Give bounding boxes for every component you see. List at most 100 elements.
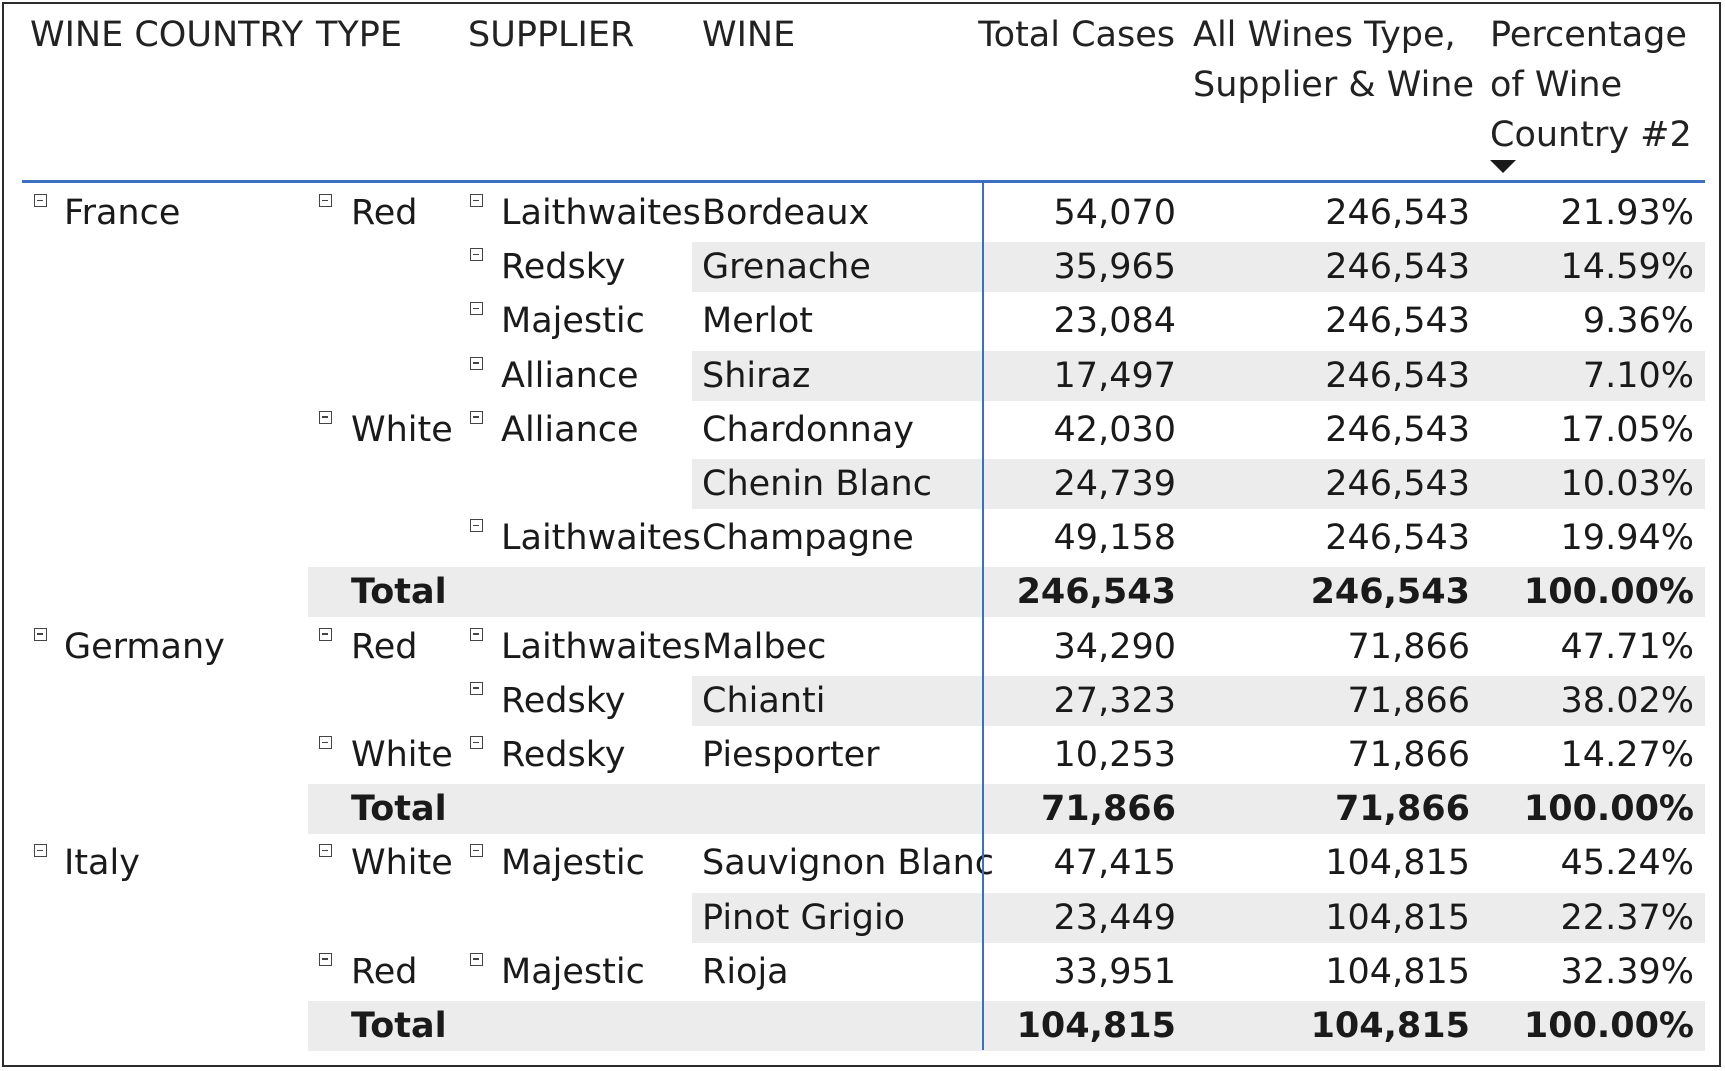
- header-percentage-line3: Country #2: [1490, 115, 1692, 155]
- row-header-wine: Chardonnay: [702, 409, 914, 450]
- percentage-value: 14.27%: [1560, 735, 1694, 775]
- collapse-supplier-icon[interactable]: [470, 952, 483, 966]
- header-percentage-line2: of Wine: [1490, 65, 1623, 105]
- collapse-type-icon[interactable]: [319, 410, 332, 424]
- all-wines-value: 104,815: [1325, 951, 1470, 992]
- subtotal-band: [308, 567, 1705, 618]
- collapse-type-icon[interactable]: [319, 194, 332, 207]
- collapse-supplier-icon[interactable]: [470, 410, 483, 424]
- total-cases-value: 35,965: [1053, 247, 1176, 288]
- row-header-supplier: Laithwaites: [501, 626, 701, 667]
- percentage-value: 7.10%: [1582, 355, 1694, 396]
- all-wines-subtotal: 71,866: [1334, 789, 1470, 830]
- header-divider: [22, 180, 1705, 183]
- percentage-subtotal: 100.00%: [1523, 572, 1694, 613]
- row-header-wine: Merlot: [702, 301, 813, 342]
- header-wine-country[interactable]: WINE COUNTRY: [30, 15, 303, 55]
- total-cases-value: 47,415: [1053, 843, 1176, 884]
- row-header-supplier: Laithwaites: [501, 193, 701, 233]
- percentage-subtotal: 100.00%: [1523, 1006, 1694, 1046]
- percentage-value: 32.39%: [1560, 951, 1694, 992]
- row-header-supplier: Alliance: [501, 409, 639, 450]
- total-cases-subtotal: 246,543: [1016, 572, 1176, 613]
- percentage-value: 9.36%: [1582, 301, 1694, 342]
- row-header-type: White: [351, 735, 453, 775]
- collapse-supplier-icon[interactable]: [470, 194, 483, 207]
- collapse-type-icon[interactable]: [319, 627, 332, 641]
- row-header-wine: Bordeaux: [702, 193, 870, 233]
- row-header-wine: Chianti: [702, 680, 826, 721]
- header-type[interactable]: TYPE: [316, 15, 402, 55]
- header-wine[interactable]: WINE: [702, 15, 796, 55]
- total-cases-value: 23,449: [1053, 897, 1176, 938]
- row-header-wine: Piesporter: [702, 735, 880, 775]
- percentage-value: 38.02%: [1560, 680, 1694, 721]
- row-header-divider: [982, 182, 984, 1050]
- subtotal-label: Total: [351, 789, 447, 830]
- row-header-supplier: Majestic: [501, 951, 645, 992]
- sort-descending-icon[interactable]: [1490, 160, 1516, 173]
- total-cases-subtotal: 104,815: [1016, 1006, 1176, 1046]
- row-header-supplier: Redsky: [501, 680, 626, 721]
- collapse-country-icon[interactable]: [34, 194, 47, 207]
- all-wines-value: 104,815: [1325, 897, 1470, 938]
- subtotal-band: [308, 784, 1705, 835]
- all-wines-value: 246,543: [1325, 193, 1470, 233]
- collapse-country-icon[interactable]: [34, 627, 47, 641]
- collapse-supplier-icon[interactable]: [470, 519, 483, 533]
- percentage-value: 22.37%: [1560, 897, 1694, 938]
- row-header-wine: Champagne: [702, 518, 914, 559]
- collapse-type-icon[interactable]: [319, 736, 332, 749]
- subtotal-label: Total: [351, 1006, 447, 1046]
- row-header-type: Red: [351, 626, 418, 667]
- collapse-supplier-icon[interactable]: [470, 736, 483, 749]
- collapse-supplier-icon[interactable]: [470, 248, 483, 262]
- row-stripe: [692, 675, 1705, 726]
- row-header-type: White: [351, 409, 453, 450]
- header-total-cases[interactable]: Total Cases: [978, 15, 1175, 55]
- row-header-type: Red: [351, 193, 418, 233]
- all-wines-value: 246,543: [1325, 518, 1470, 559]
- percentage-subtotal: 100.00%: [1523, 789, 1694, 830]
- header-all-wines-line1: All Wines Type,: [1193, 15, 1456, 55]
- subtotal-band: [308, 1001, 1705, 1051]
- collapse-supplier-icon[interactable]: [470, 681, 483, 695]
- row-header-wine: Grenache: [702, 247, 871, 288]
- percentage-value: 14.59%: [1560, 247, 1694, 288]
- total-cases-value: 33,951: [1053, 951, 1176, 992]
- percentage-value: 45.24%: [1560, 843, 1694, 884]
- row-stripe: [692, 892, 1705, 943]
- collapse-country-icon[interactable]: [34, 844, 47, 858]
- header-percentage[interactable]: Percentage of Wine Country #2: [1490, 10, 1692, 160]
- header-percentage-line1: Percentage: [1490, 15, 1687, 55]
- row-header-supplier: Majestic: [501, 301, 645, 342]
- total-cases-value: 49,158: [1053, 518, 1176, 559]
- header-supplier[interactable]: SUPPLIER: [468, 15, 635, 55]
- total-cases-value: 10,253: [1053, 735, 1176, 775]
- row-stripe: [692, 242, 1705, 293]
- all-wines-value: 246,543: [1325, 247, 1470, 288]
- row-header-wine: Pinot Grigio: [702, 897, 906, 938]
- row-header-supplier: Redsky: [501, 247, 626, 288]
- all-wines-subtotal: 246,543: [1310, 572, 1470, 613]
- total-cases-value: 23,084: [1053, 301, 1176, 342]
- collapse-type-icon[interactable]: [319, 844, 332, 858]
- all-wines-value: 246,543: [1325, 464, 1470, 504]
- collapse-supplier-icon[interactable]: [470, 302, 483, 316]
- all-wines-value: 104,815: [1325, 843, 1470, 884]
- row-header-supplier: Redsky: [501, 735, 626, 775]
- percentage-value: 47.71%: [1560, 626, 1694, 667]
- collapse-supplier-icon[interactable]: [470, 356, 483, 370]
- percentage-value: 21.93%: [1560, 193, 1694, 233]
- header-all-wines[interactable]: All Wines Type, Supplier & Wine: [1193, 10, 1474, 110]
- total-cases-value: 34,290: [1053, 626, 1176, 667]
- collapse-type-icon[interactable]: [319, 952, 332, 966]
- header-all-wines-line2: Supplier & Wine: [1193, 65, 1475, 105]
- percentage-value: 17.05%: [1560, 409, 1694, 450]
- row-stripe: [692, 459, 1705, 509]
- collapse-supplier-icon[interactable]: [470, 627, 483, 641]
- row-header-wine: Shiraz: [702, 355, 811, 396]
- row-header-type: Red: [351, 951, 418, 992]
- collapse-supplier-icon[interactable]: [470, 844, 483, 858]
